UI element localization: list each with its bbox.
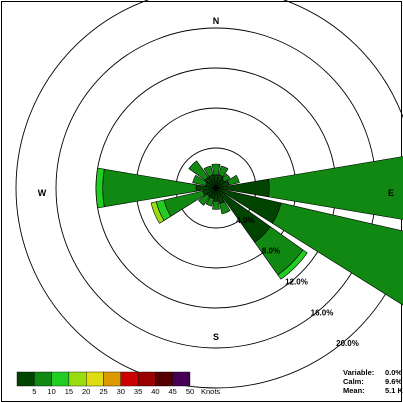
stat-label-1: Variable: [343, 368, 374, 377]
petal-ne-bin-2 [221, 173, 231, 183]
stat-value-1: 0.0% [385, 368, 402, 377]
west-label: W [38, 188, 47, 198]
stat-label-2: Calm: [343, 377, 364, 386]
legend-swatch-20 [68, 371, 87, 387]
legend-label-5: 5 [32, 387, 36, 396]
ring-label-2: 8.0% [262, 247, 280, 256]
petal-ene-bin-2 [226, 174, 240, 186]
legend-swatch-35 [120, 371, 139, 387]
ring-label-5: 20.0% [336, 339, 359, 348]
ring-label-4: 16.0% [311, 308, 334, 317]
petal-sw-bin-2 [198, 193, 211, 206]
legend-units-label: Knots [201, 387, 220, 396]
legend-swatch-10 [34, 371, 52, 387]
petal-s-bin-2 [212, 200, 220, 210]
petals-group [95, 156, 403, 306]
petal-n-bin-2 [211, 163, 221, 176]
petal-wsw-bin-4 [150, 201, 165, 224]
petal-wnw-bin-2 [192, 174, 208, 186]
ring-label-3: 12.0% [285, 278, 308, 287]
legend-label-35: 35 [134, 387, 142, 396]
legend-label-20: 20 [82, 387, 90, 396]
legend-label-45: 45 [169, 387, 177, 396]
ring-5 [15, 0, 403, 389]
petal-ese-bin-2 [272, 202, 403, 306]
legend-label-25: 25 [99, 387, 107, 396]
petal-e-bin-2 [268, 156, 403, 220]
legend-label-50: 50 [186, 387, 194, 396]
ring-labels-group: 4.0% 8.0% 12.0% 16.0% 20.0% [236, 216, 358, 348]
petal-w-bin-3 [95, 167, 105, 209]
legend-swatch-5 [16, 371, 35, 387]
north-label: N [213, 16, 220, 26]
petal-se-bin-3 [277, 249, 308, 280]
legend-label-10: 10 [47, 387, 55, 396]
petal-ssw-bin-2 [205, 196, 214, 207]
stat-value-2: 9.6% [385, 377, 402, 386]
legend-swatch-40 [137, 371, 156, 387]
stat-label-3: Mean: [343, 386, 365, 395]
east-label: E [388, 188, 394, 198]
legend-swatch-45 [155, 371, 173, 387]
south-label: S [213, 332, 219, 342]
stat-value-3: 5.1 K [385, 386, 403, 395]
legend-label-15: 15 [65, 387, 73, 396]
petal-nne-bin-2 [218, 165, 229, 178]
ring-label-1: 4.0% [236, 216, 254, 225]
legend-swatch-50 [172, 371, 191, 387]
stats-block: Variable: 0.0% Calm: 9.6% Mean: 5.1 K [343, 368, 403, 395]
legend-label-30: 30 [117, 387, 125, 396]
speed-legend: 5 10 15 20 25 30 35 40 45 50 [16, 371, 194, 396]
legend-swatch-15 [51, 371, 70, 387]
petal-sse-bin-2 [219, 201, 231, 215]
petal-nw-bin-2 [188, 160, 209, 181]
legend-label-40: 40 [151, 387, 159, 396]
legend-swatch-30 [103, 371, 121, 387]
legend-swatch-25 [85, 371, 104, 387]
petal-nnw-bin-2 [203, 165, 214, 178]
